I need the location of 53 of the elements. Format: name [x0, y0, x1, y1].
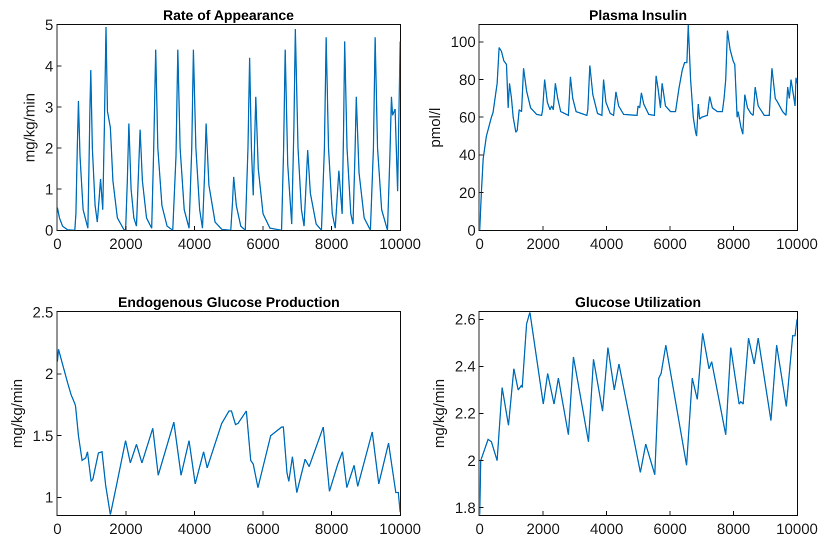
y-tick-label: 2	[45, 366, 54, 384]
y-tick-label: 2.6	[454, 312, 476, 329]
y-tick-label: 20	[459, 184, 476, 202]
x-tick-label: 2000	[109, 236, 143, 254]
x-tick-label: 4000	[178, 520, 212, 538]
y-tick-label: 0	[467, 222, 476, 240]
x-tick-label: 6000	[653, 236, 687, 254]
x-tick-label: 8000	[314, 236, 348, 254]
x-tick-label: 4000	[590, 236, 624, 254]
y-tick-label: 60	[459, 110, 476, 126]
y-tick-label: 2	[45, 140, 54, 158]
y-tick-label: 1	[45, 181, 54, 198]
x-tick-label: 6000	[653, 520, 687, 538]
y-axis-title: mg/kg/min	[21, 93, 38, 162]
x-tick-label: 2000	[526, 236, 560, 254]
y-tick-label: 100	[450, 34, 476, 52]
line-series	[480, 312, 798, 515]
y-tick-label: 80	[459, 72, 476, 89]
x-tick-label: 8000	[716, 236, 750, 254]
chart-title: Rate of Appearance	[163, 7, 294, 23]
y-tick-label: 1.8	[454, 500, 476, 517]
line-series	[57, 348, 400, 515]
x-tick-label: 10000	[776, 520, 818, 538]
y-tick-label: 1.5	[32, 428, 54, 445]
x-tick-label: 10000	[379, 236, 422, 254]
x-tick-label: 6000	[246, 520, 280, 538]
x-tick-label: 2000	[109, 520, 143, 538]
x-tick-label: 10000	[379, 520, 422, 538]
line-series	[480, 24, 798, 230]
y-tick-label: 0	[45, 222, 54, 240]
x-tick-label: 4000	[590, 520, 624, 538]
y-tick-label: 2	[467, 452, 476, 470]
chart-title: Glucose Utilization	[575, 294, 702, 310]
y-tick-label: 40	[459, 147, 476, 164]
x-tick-label: 6000	[246, 236, 280, 254]
y-tick-label: 2.4	[454, 358, 476, 376]
y-tick-label: 5	[45, 17, 54, 34]
chart-title: Endogenous Glucose Production	[118, 294, 340, 310]
chart-title: Plasma Insulin	[589, 7, 688, 23]
y-tick-label: 1	[45, 490, 54, 507]
x-tick-label: 8000	[314, 520, 348, 538]
y-axis-title: mg/kg/min	[431, 378, 448, 448]
line-series	[57, 26, 400, 230]
y-tick-label: 3	[45, 99, 54, 116]
y-tick-label: 2.2	[454, 406, 476, 423]
y-axis-title: mg/kg/min	[8, 378, 26, 448]
y-tick-label: 2.5	[32, 304, 54, 322]
x-tick-label: 10000	[776, 236, 818, 254]
x-tick-label: 2000	[526, 520, 560, 538]
y-tick-label: 4	[45, 58, 54, 76]
x-tick-label: 8000	[716, 520, 750, 538]
y-axis-title: pmol/l	[426, 108, 444, 148]
x-tick-label: 4000	[178, 236, 212, 254]
